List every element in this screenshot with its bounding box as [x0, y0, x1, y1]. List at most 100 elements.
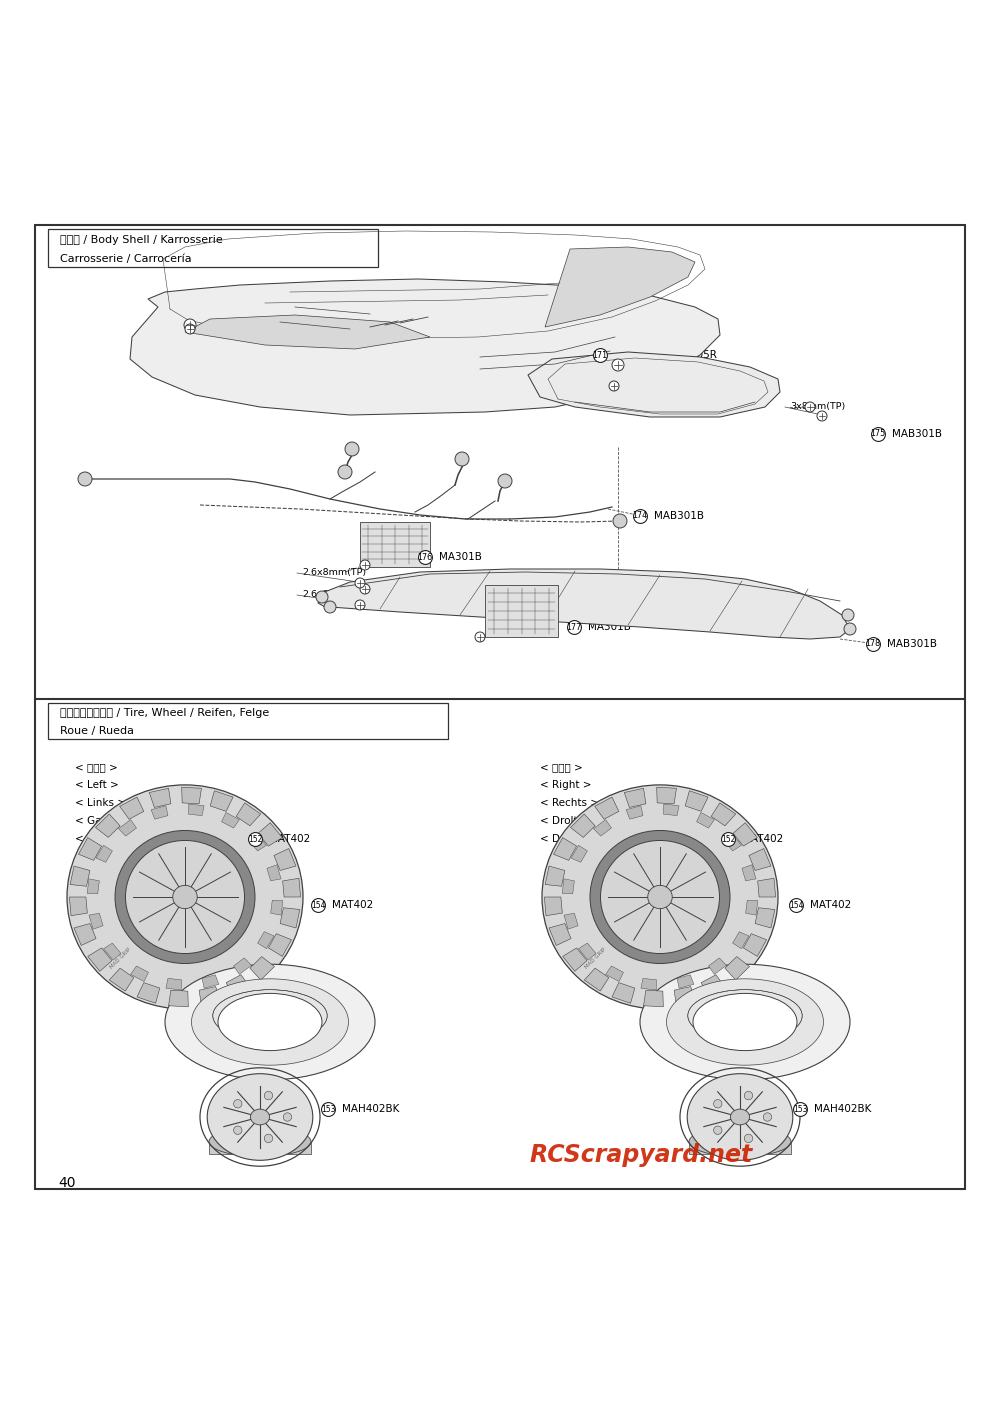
- Text: MA301B: MA301B: [439, 551, 482, 561]
- Circle shape: [345, 443, 359, 455]
- Polygon shape: [234, 957, 251, 974]
- Text: MAT402: MAT402: [810, 899, 851, 911]
- Text: < Links >: < Links >: [75, 797, 126, 807]
- Text: 174: 174: [632, 512, 648, 520]
- Ellipse shape: [542, 785, 778, 1010]
- Text: MAB301B: MAB301B: [887, 639, 937, 649]
- Ellipse shape: [648, 885, 672, 909]
- Ellipse shape: [687, 1073, 793, 1161]
- Circle shape: [714, 1126, 722, 1134]
- Text: < 左側用 >: < 左側用 >: [75, 762, 118, 772]
- Polygon shape: [131, 966, 148, 981]
- Polygon shape: [236, 803, 261, 826]
- Polygon shape: [733, 823, 757, 846]
- Polygon shape: [283, 878, 301, 896]
- Polygon shape: [95, 814, 120, 837]
- Polygon shape: [226, 974, 250, 997]
- Polygon shape: [318, 568, 850, 639]
- Circle shape: [744, 1092, 753, 1100]
- Circle shape: [355, 578, 365, 588]
- Polygon shape: [267, 865, 281, 881]
- Polygon shape: [641, 978, 657, 990]
- Text: Roue / Rueda: Roue / Rueda: [60, 725, 134, 737]
- Polygon shape: [685, 790, 708, 812]
- Polygon shape: [96, 846, 112, 863]
- Text: 40: 40: [58, 1176, 76, 1191]
- Polygon shape: [78, 837, 102, 860]
- Polygon shape: [742, 865, 756, 881]
- Ellipse shape: [250, 1109, 270, 1126]
- Text: 153: 153: [793, 1104, 807, 1113]
- Text: 154: 154: [789, 901, 803, 909]
- Text: MAT402: MAT402: [269, 834, 310, 844]
- Polygon shape: [69, 896, 87, 916]
- Text: Carrosserie / Carrocería: Carrosserie / Carrocería: [60, 253, 192, 263]
- Ellipse shape: [192, 978, 349, 1065]
- Ellipse shape: [600, 840, 720, 953]
- Polygon shape: [119, 820, 136, 836]
- Circle shape: [185, 324, 195, 334]
- Text: RCScrapyard.net: RCScrapyard.net: [530, 1143, 753, 1167]
- Text: タイヤ・ホイール / Tire, Wheel / Reifen, Felge: タイヤ・ホイール / Tire, Wheel / Reifen, Felge: [60, 708, 269, 718]
- Polygon shape: [711, 803, 736, 826]
- Polygon shape: [624, 788, 646, 807]
- Polygon shape: [151, 806, 168, 819]
- Ellipse shape: [173, 885, 197, 909]
- Polygon shape: [743, 933, 767, 956]
- Circle shape: [234, 1126, 242, 1134]
- Polygon shape: [70, 865, 90, 887]
- Polygon shape: [89, 913, 103, 929]
- Polygon shape: [544, 896, 562, 916]
- Text: 178: 178: [865, 639, 881, 649]
- Polygon shape: [222, 813, 239, 829]
- Polygon shape: [185, 315, 430, 349]
- Ellipse shape: [67, 785, 303, 1010]
- Ellipse shape: [165, 964, 375, 1080]
- Polygon shape: [595, 797, 619, 819]
- Ellipse shape: [209, 1127, 311, 1157]
- Text: 175: 175: [870, 430, 886, 438]
- Text: < Right >: < Right >: [540, 781, 592, 790]
- Text: 154: 154: [311, 901, 325, 909]
- Ellipse shape: [218, 994, 322, 1051]
- Polygon shape: [612, 983, 635, 1004]
- Text: < Gauche >: < Gauche >: [75, 816, 139, 826]
- Text: 176: 176: [417, 553, 433, 561]
- Polygon shape: [545, 865, 565, 887]
- Polygon shape: [674, 987, 696, 1005]
- Polygon shape: [88, 947, 112, 971]
- Circle shape: [744, 1134, 753, 1143]
- Circle shape: [78, 472, 92, 486]
- Circle shape: [805, 402, 815, 411]
- Polygon shape: [109, 969, 134, 991]
- Text: < Drolte >: < Drolte >: [540, 816, 596, 826]
- Circle shape: [264, 1092, 273, 1100]
- Circle shape: [283, 1113, 292, 1121]
- Text: < Left >: < Left >: [75, 781, 119, 790]
- Circle shape: [360, 560, 370, 570]
- Circle shape: [612, 359, 624, 370]
- Polygon shape: [755, 908, 775, 928]
- Text: MA301B: MA301B: [588, 622, 631, 632]
- Text: MAT402: MAT402: [332, 899, 373, 911]
- Polygon shape: [758, 878, 776, 896]
- Circle shape: [324, 601, 336, 614]
- Circle shape: [234, 1100, 242, 1109]
- Polygon shape: [571, 846, 587, 863]
- Polygon shape: [280, 908, 300, 928]
- Text: MAB301B: MAB301B: [654, 510, 704, 520]
- Circle shape: [475, 632, 485, 642]
- Polygon shape: [271, 901, 283, 915]
- Polygon shape: [657, 788, 676, 803]
- Ellipse shape: [115, 830, 255, 963]
- Ellipse shape: [640, 964, 850, 1080]
- Polygon shape: [120, 797, 144, 819]
- Polygon shape: [258, 823, 282, 846]
- Polygon shape: [188, 805, 204, 816]
- Polygon shape: [130, 279, 720, 414]
- Ellipse shape: [126, 840, 244, 953]
- Polygon shape: [606, 966, 623, 981]
- Circle shape: [844, 624, 856, 635]
- Text: 2.6x8mm(TP): 2.6x8mm(TP): [230, 315, 294, 324]
- Polygon shape: [626, 806, 643, 819]
